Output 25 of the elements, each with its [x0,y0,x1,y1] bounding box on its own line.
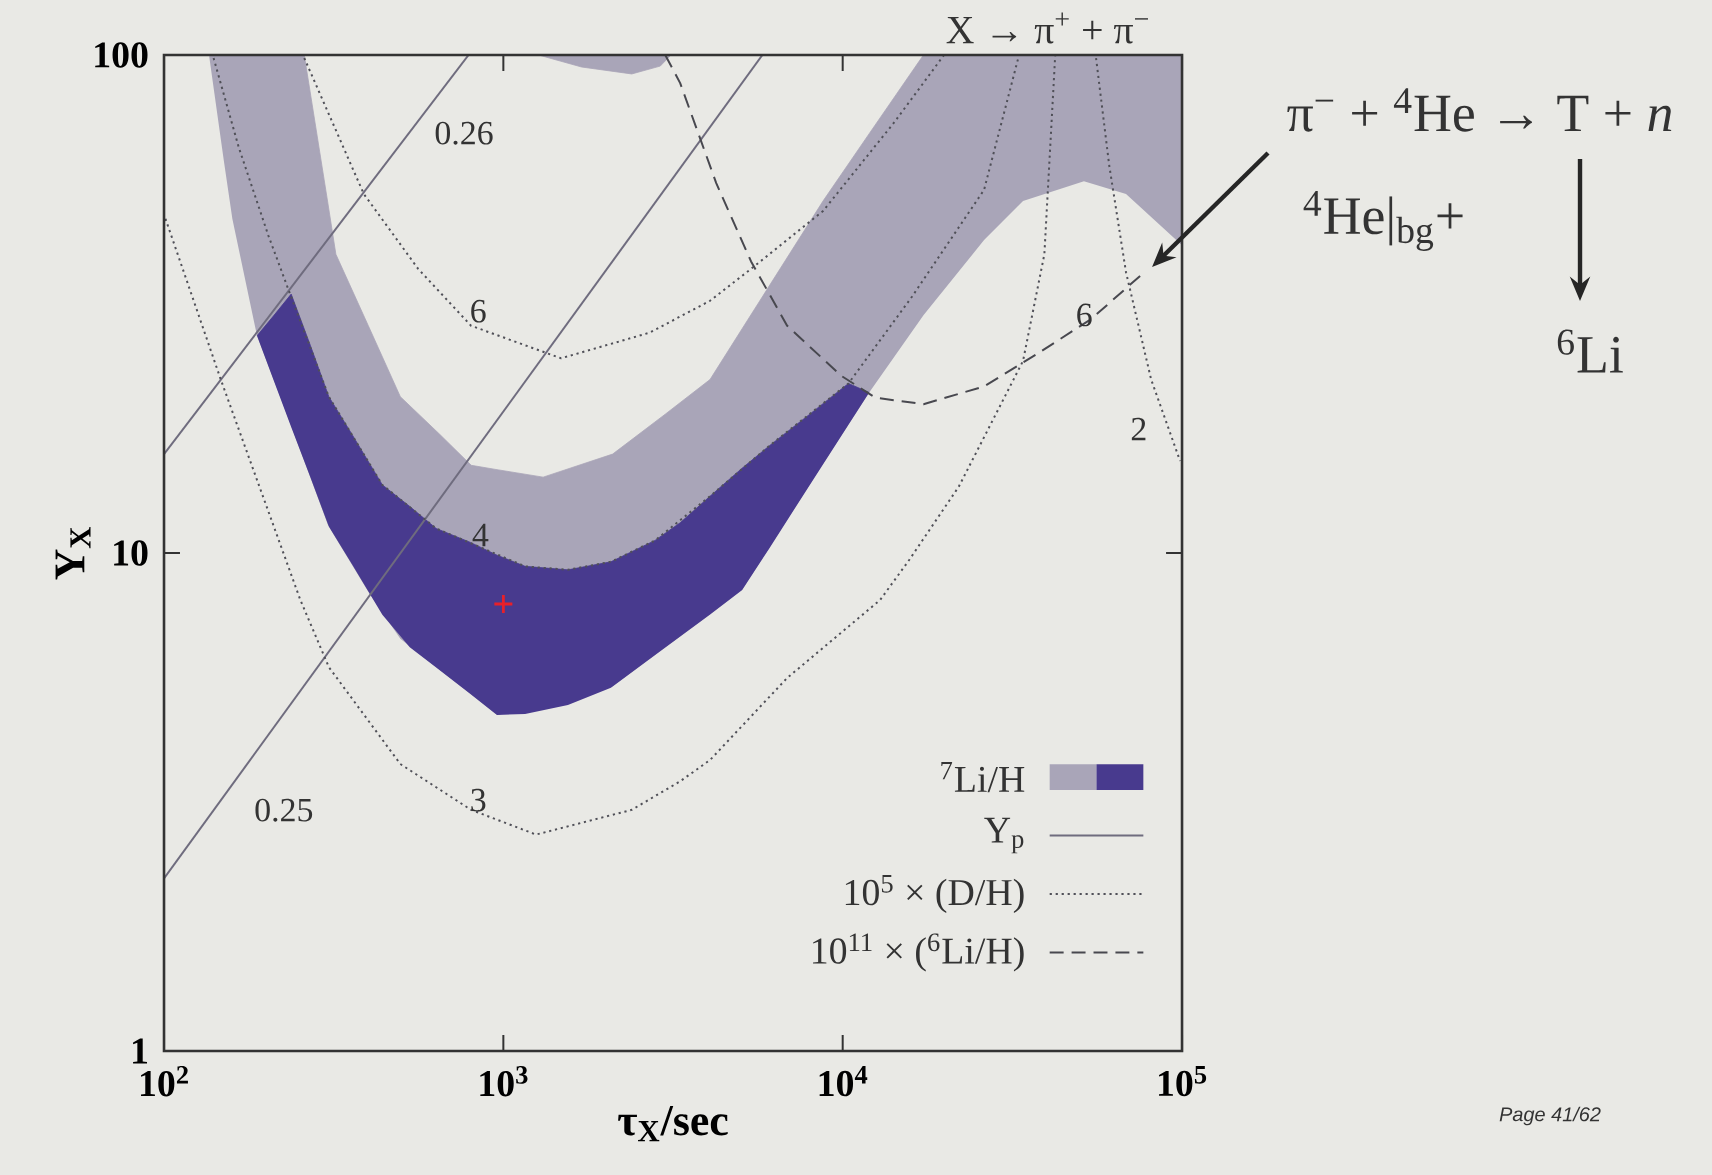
annotation: 0.25 [255,798,313,822]
annotation: 2 [1131,417,1146,441]
x-tick-label: 10$^{4}$ [819,1066,868,1097]
annotation: 0.26 [435,121,493,145]
annotation: 4 [472,523,489,547]
text: Page 41/62 [1499,1106,1601,1126]
x-axis-title: τ$_{X}$/sec [618,1106,728,1142]
y-tick-label: 10 [114,540,148,566]
x-tick-label: 10$^{5}$ [1159,1066,1207,1097]
annotation: 3 [471,788,486,812]
legend-label: Y$_{p}$ [984,817,1024,854]
x-tick-label: 10$^{2}$ [140,1066,188,1097]
text: X → π$^{+}$ + π$^{−}$ [946,12,1148,44]
y-axis-title: Y$_{X}$ [55,526,91,580]
annotation: 6 [471,299,486,323]
x-tick-label: 10$^{3}$ [480,1066,528,1097]
legend-label: $^{7}$Li/H [941,761,1025,793]
text: $^{6}$Li [1557,329,1623,373]
text: π$^{−}$ + $^{4}$He → T + n [1287,88,1672,132]
text: $^{4}$He|$_{bg}$+ [1303,191,1463,251]
y-tick-label: 1 [133,1038,148,1064]
legend-label: 10$^{11}$ × ($^{6}$Li/H) [813,933,1024,972]
legend-label: 10$^{5}$ × (D/H) [845,875,1024,913]
annotation: 6 [1077,303,1092,327]
y-tick-label: 100 [95,42,148,68]
